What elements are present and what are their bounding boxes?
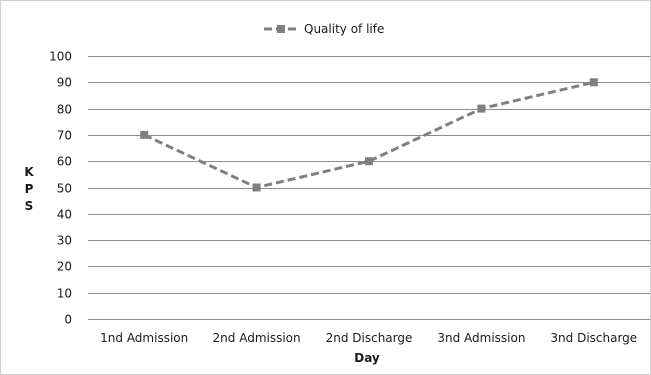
legend-marker-swatch (277, 25, 285, 33)
y-tick-label: 40 (57, 208, 72, 222)
gridlines (88, 56, 650, 320)
data-point-marker (252, 183, 261, 192)
y-tick-labels: 0 10 20 30 40 50 60 70 80 90 100 (49, 50, 72, 327)
x-tick-label: 3nd Discharge (550, 331, 637, 345)
x-tick-label: 1nd Admission (100, 331, 188, 345)
data-point-marker (589, 78, 598, 87)
legend: Quality of life (264, 22, 384, 36)
y-tick-label: 60 (57, 155, 72, 169)
series-line (143, 80, 595, 189)
y-tick-label: 90 (57, 76, 72, 90)
x-tick-label: 2nd Discharge (326, 331, 413, 345)
legend-label: Quality of life (304, 22, 384, 36)
y-tick-label: 0 (64, 313, 72, 327)
y-tick-label: 20 (57, 260, 72, 274)
x-tick-label: 2nd Admission (213, 331, 301, 345)
y-tick-label: 10 (57, 287, 72, 301)
data-point-marker (477, 104, 486, 113)
y-tick-label: 70 (57, 129, 72, 143)
x-axis-title: Day (354, 351, 380, 365)
y-tick-label: 30 (57, 234, 72, 248)
series-layer (140, 78, 598, 192)
y-tick-label: 80 (57, 103, 72, 117)
data-point-marker (140, 130, 149, 139)
data-point-marker (365, 157, 373, 166)
y-tick-label: 50 (57, 182, 72, 196)
x-tick-labels: 1nd Admission 2nd Admission 2nd Discharge 3… (100, 331, 637, 345)
x-tick-label: 3nd Admission (437, 331, 525, 345)
y-tick-label: 100 (49, 50, 72, 64)
